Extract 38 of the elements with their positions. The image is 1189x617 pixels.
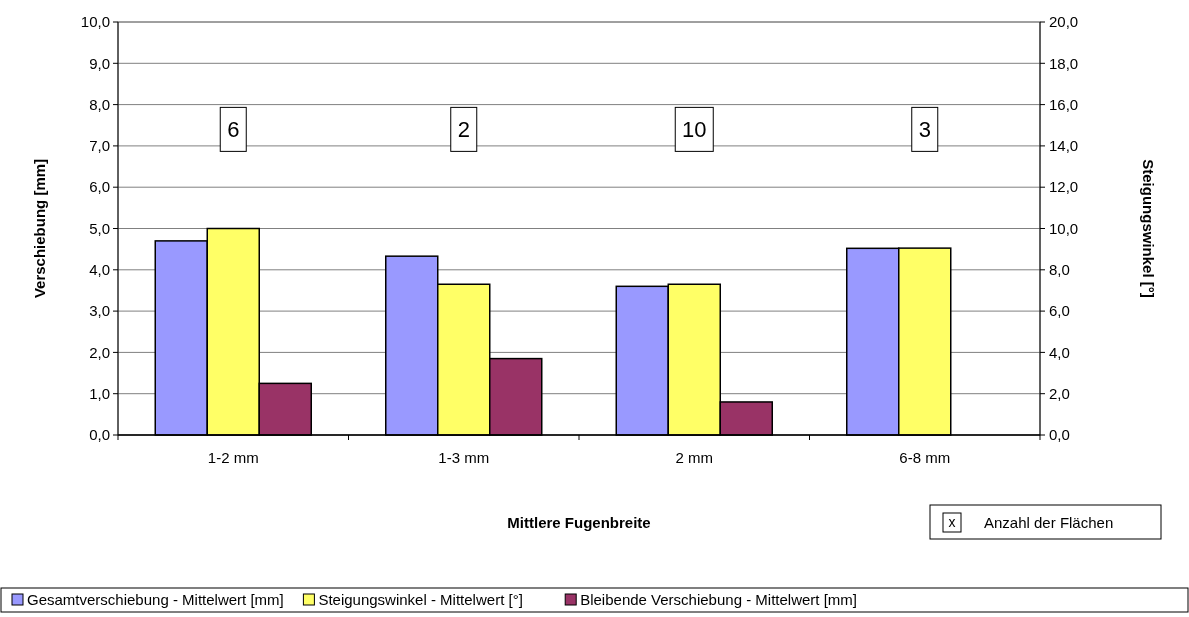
y2-tick-label: 14,0 — [1049, 137, 1079, 155]
x-tick-label: 6-8 mm — [899, 449, 951, 466]
legend-label: Gesamtverschiebung - Mittelwert [mm] — [27, 591, 284, 609]
y2-tick-label: 6,0 — [1049, 302, 1070, 320]
y2-tick-label: 0,0 — [1049, 426, 1070, 444]
y2-axis-title: Steigungswinkel [°] — [1140, 159, 1157, 298]
x-axis-title: Mittlere Fugenbreite — [507, 514, 651, 531]
x-tick-label: 2 mm — [675, 449, 713, 466]
y-tick-label: 0,0 — [89, 426, 110, 444]
y2-tick-label: 8,0 — [1049, 261, 1070, 279]
annotation: 10 — [682, 117, 707, 143]
y-tick-label: 3,0 — [89, 302, 110, 320]
legend-label: Steigungswinkel - Mittelwert [°] — [318, 591, 523, 609]
y2-tick-label: 12,0 — [1049, 178, 1079, 196]
y2-tick-label: 10,0 — [1049, 219, 1079, 237]
y2-tick-label: 16,0 — [1049, 95, 1079, 113]
annotation: 6 — [227, 117, 240, 143]
y-tick-label: 4,0 — [89, 261, 110, 279]
annotation: 3 — [918, 117, 931, 143]
annotation: 2 — [457, 117, 470, 143]
y2-tick-label: 4,0 — [1049, 343, 1070, 361]
text: Anzahl der Flächen — [984, 513, 1114, 531]
y-tick-label: 10,0 — [80, 13, 110, 31]
y-axis-title: Verschiebung [mm] — [31, 158, 48, 299]
y2-tick-label: 2,0 — [1049, 384, 1070, 402]
x-tick-label: 1-2 mm — [207, 449, 259, 466]
y2-tick-label: 20,0 — [1049, 13, 1079, 31]
x-tick-label: 1-3 mm — [438, 449, 490, 466]
legend-label: Bleibende Verschiebung - Mittelwert [mm] — [580, 591, 857, 609]
y2-tick-label: 18,0 — [1049, 54, 1079, 72]
y-tick-label: 5,0 — [89, 219, 110, 237]
y-tick-label: 7,0 — [89, 137, 110, 155]
y-tick-label: 9,0 — [89, 54, 110, 72]
y-tick-label: 2,0 — [89, 343, 110, 361]
y-tick-label: 1,0 — [89, 384, 110, 402]
y-tick-label: 6,0 — [89, 178, 110, 196]
y-tick-label: 8,0 — [89, 95, 110, 113]
text: x — [948, 514, 956, 531]
